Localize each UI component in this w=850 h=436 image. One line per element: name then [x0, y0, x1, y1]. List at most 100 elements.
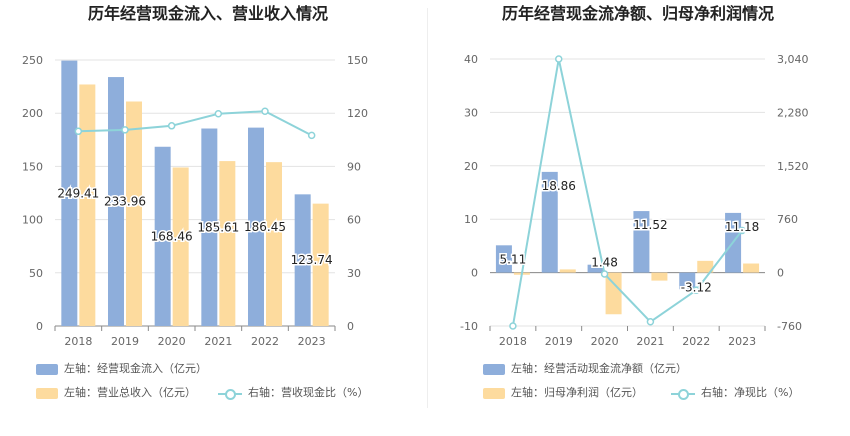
x-axis-label: 2018: [499, 335, 527, 348]
ratio-point: [74, 127, 83, 136]
data-label: 186.45: [244, 220, 286, 234]
left-axis-tick: -10: [460, 320, 478, 333]
right-axis-tick: 150: [347, 54, 368, 67]
chart-title: 历年经营现金流入、营业收入情况: [88, 4, 328, 23]
legend-label-net-profit: 左轴：归母净利润（亿元）: [511, 386, 643, 399]
bar-secondary: [172, 167, 189, 326]
bar-primary: [679, 272, 696, 290]
bar-primary: [495, 245, 512, 273]
left-axis-tick: 50: [29, 267, 43, 280]
right-axis-tick: 30: [347, 267, 361, 280]
legend-swatch-revenue: [36, 387, 58, 399]
bar-secondary: [605, 272, 622, 315]
right-chart-panel: 历年经营现金流净额、归母净利润情况 -10 -760 0 0 10 760 20 1,520 30…: [427, 0, 850, 436]
right-axis-tick: 90: [347, 160, 361, 173]
right-axis-tick: 0: [777, 267, 784, 280]
ratio-point: [167, 122, 176, 130]
bar-secondary: [79, 84, 96, 326]
x-axis-label: 2020: [158, 335, 186, 348]
bar-secondary: [743, 263, 760, 273]
legend-item-net-profit[interactable]: 左轴：归母净利润（亿元）: [483, 384, 643, 400]
right-axis-tick: 120: [347, 107, 368, 120]
legend-label-revenue-cash-ratio: 右轴：营收现金比（%）: [248, 386, 369, 399]
left-axis-tick: 100: [22, 214, 43, 227]
ratio-point: [307, 131, 316, 140]
left-axis-tick: 250: [22, 54, 43, 67]
legend-swatch-net-profit: [483, 387, 505, 399]
x-axis-label: 2021: [636, 335, 664, 348]
x-axis-label: 2018: [64, 335, 92, 348]
legend-item-revenue-cash-ratio[interactable]: 右轴：营收现金比（%）: [218, 384, 368, 400]
left-axis-tick: 0: [471, 267, 478, 280]
x-axis-label: 2021: [204, 335, 232, 348]
x-axis-label: 2019: [545, 335, 573, 348]
data-label: 123.74: [291, 253, 333, 267]
bar-primary: [108, 77, 124, 326]
data-label: 185.61: [197, 220, 239, 234]
bar-primary: [587, 264, 604, 273]
legend-item-revenue[interactable]: 左轴：营业总收入（亿元）: [36, 384, 196, 400]
ratio-point: [509, 322, 517, 330]
left-axis-tick: 200: [22, 107, 43, 120]
bar-secondary: [219, 161, 236, 326]
legend-item-net-cash-ratio[interactable]: 右轴：净现比（%）: [671, 384, 799, 400]
legend-line-revenue-cash-ratio: [218, 388, 242, 400]
data-label: 18.86: [542, 179, 576, 193]
legend-label-net-cash-flow: 左轴：经营活动现金流净额（亿元）: [511, 362, 687, 375]
data-label: 233.96: [104, 195, 146, 209]
right-axis-tick: 60: [347, 214, 361, 227]
bar-primary: [294, 194, 311, 326]
left-axis-tick: 40: [464, 53, 478, 66]
left-axis-tick: 0: [36, 320, 43, 333]
x-axis-label: 2020: [591, 335, 619, 348]
ratio-point: [261, 107, 269, 115]
ratio-point: [600, 270, 609, 278]
legend-label-revenue: 左轴：营业总收入（亿元）: [64, 386, 196, 399]
ratio-line: [511, 58, 743, 327]
right-axis-tick: -760: [777, 320, 802, 333]
left-axis-tick: 150: [22, 160, 43, 173]
ratio-point: [555, 55, 563, 63]
bar-primary: [248, 127, 264, 326]
ratio-point: [738, 226, 746, 235]
right-axis-tick: 0: [347, 320, 354, 333]
chart-title: 历年经营现金流净额、归母净利润情况: [502, 4, 774, 23]
legend-swatch-cash-inflow: [36, 363, 58, 375]
bar-secondary: [697, 260, 714, 273]
ratio-point: [692, 286, 700, 294]
bar-primary: [633, 211, 650, 273]
legend-item-net-cash-flow[interactable]: 左轴：经营活动现金流净额（亿元）: [483, 360, 687, 376]
bar-secondary: [651, 272, 668, 281]
right-axis-tick: 3,040: [777, 53, 809, 66]
bar-primary: [154, 146, 171, 326]
left-axis-tick: 10: [464, 213, 478, 226]
left-axis-tick: 20: [464, 160, 478, 173]
x-axis-label: 2023: [298, 335, 326, 348]
data-label: 5.11: [500, 252, 527, 266]
legend-line-net-cash-ratio: [671, 388, 695, 400]
legend-item-cash-inflow[interactable]: 左轴：经营现金流入（亿元）: [36, 360, 207, 376]
bar-primary: [541, 171, 558, 273]
bar-secondary: [312, 203, 329, 326]
left-axis-tick: 30: [464, 106, 478, 119]
ratio-point: [646, 318, 655, 326]
left-chart-panel: 历年经营现金流入、营业收入情况 0 0 50 30 100 60 150 90 200 120 250…: [22, 4, 368, 400]
data-label: -3.12: [681, 281, 712, 295]
ratio-point: [121, 126, 129, 134]
panel-divider: [427, 8, 428, 408]
right-axis-tick: 760: [777, 213, 798, 226]
x-axis-label: 2022: [251, 335, 279, 348]
data-label: 168.46: [151, 229, 193, 243]
legend-swatch-net-cash-flow: [483, 363, 505, 375]
bar-primary: [201, 128, 218, 326]
ratio-point: [214, 109, 223, 118]
bar-secondary: [266, 162, 282, 326]
right-chart-svg: 历年经营现金流净额、归母净利润情况 -10 -760 0 0 10 760 20 1,520 30…: [460, 4, 809, 348]
left-chart-svg: 历年经营现金流入、营业收入情况 0 0 50 30 100 60 150 90 200 120 250…: [22, 4, 368, 348]
x-axis-label: 2022: [682, 335, 710, 348]
bar-secondary: [126, 101, 142, 326]
right-axis-tick: 2,280: [777, 106, 809, 119]
right-axis-tick: 1,520: [777, 160, 809, 173]
ratio-line: [78, 110, 313, 137]
data-label: 11.18: [725, 220, 759, 234]
